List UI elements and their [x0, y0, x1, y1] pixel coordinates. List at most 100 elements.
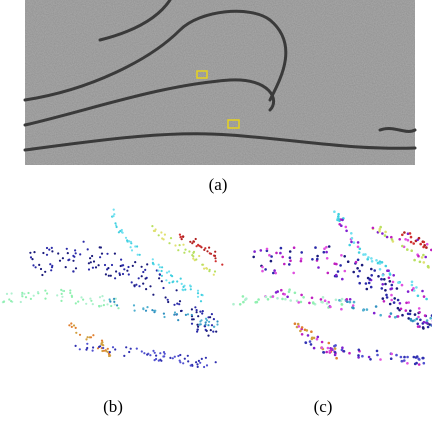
- point: [172, 357, 174, 359]
- point: [356, 267, 359, 270]
- point: [384, 234, 387, 237]
- point: [381, 261, 384, 264]
- point: [114, 277, 116, 279]
- point: [57, 252, 59, 254]
- point: [327, 272, 330, 275]
- point: [358, 282, 361, 285]
- point: [168, 242, 170, 244]
- point: [169, 357, 171, 359]
- point: [413, 259, 416, 262]
- point: [187, 313, 189, 315]
- point: [138, 277, 140, 279]
- point: [136, 245, 138, 247]
- point: [403, 231, 406, 234]
- point: [341, 219, 344, 222]
- point: [113, 301, 115, 303]
- point: [350, 232, 353, 235]
- point: [385, 265, 388, 268]
- point: [425, 246, 428, 249]
- point: [376, 354, 379, 357]
- point: [130, 348, 132, 350]
- point: [206, 364, 208, 366]
- point: [184, 249, 186, 251]
- point: [273, 269, 276, 272]
- point: [98, 346, 100, 348]
- point: [283, 263, 286, 266]
- point: [158, 277, 160, 279]
- point: [35, 266, 37, 268]
- point: [357, 246, 360, 249]
- point: [60, 289, 62, 291]
- point: [90, 300, 92, 302]
- point: [100, 305, 102, 307]
- point: [113, 209, 115, 211]
- point: [423, 261, 426, 264]
- point: [401, 314, 404, 317]
- point: [357, 241, 360, 244]
- point: [135, 284, 137, 286]
- point: [113, 298, 115, 300]
- point: [72, 270, 74, 272]
- point: [328, 342, 331, 345]
- point: [300, 301, 303, 304]
- point-cloud: [2, 209, 224, 369]
- point: [257, 298, 260, 301]
- point: [205, 318, 207, 320]
- point: [11, 292, 13, 294]
- point: [133, 284, 135, 286]
- point: [407, 313, 410, 316]
- point: [324, 299, 327, 302]
- point: [221, 264, 223, 266]
- point: [197, 315, 199, 317]
- point: [51, 250, 53, 252]
- point: [390, 294, 393, 297]
- point: [411, 284, 414, 287]
- panel-label: (b): [103, 397, 123, 416]
- point: [418, 358, 421, 361]
- point: [111, 264, 113, 266]
- point: [322, 351, 325, 354]
- point: [335, 299, 338, 302]
- point: [199, 311, 201, 313]
- point: [99, 256, 101, 258]
- point: [179, 360, 181, 362]
- point: [307, 334, 310, 337]
- point: [152, 294, 154, 296]
- point: [334, 347, 337, 350]
- point: [352, 307, 355, 310]
- point: [353, 301, 356, 304]
- panel-label: (a): [209, 175, 228, 194]
- point: [211, 324, 213, 326]
- point: [209, 316, 211, 318]
- point: [270, 255, 273, 258]
- point: [197, 244, 199, 246]
- point: [197, 292, 199, 294]
- point: [384, 283, 387, 286]
- point: [368, 282, 371, 285]
- point: [56, 294, 58, 296]
- point: [105, 273, 107, 275]
- point: [396, 287, 399, 290]
- point: [179, 236, 181, 238]
- point: [298, 325, 301, 328]
- point: [20, 301, 22, 303]
- point: [101, 295, 103, 297]
- point: [3, 301, 5, 303]
- point: [242, 295, 245, 298]
- point: [32, 264, 34, 266]
- point: [340, 224, 343, 227]
- point: [190, 364, 192, 366]
- point: [187, 360, 189, 362]
- point: [310, 330, 313, 333]
- point: [289, 250, 292, 253]
- point: [85, 303, 87, 305]
- point: [101, 344, 103, 346]
- point: [128, 240, 130, 242]
- point: [110, 305, 112, 307]
- point: [388, 277, 391, 280]
- point: [388, 315, 391, 318]
- point: [294, 322, 297, 325]
- point: [90, 336, 92, 338]
- point: [205, 357, 207, 359]
- point: [208, 321, 210, 323]
